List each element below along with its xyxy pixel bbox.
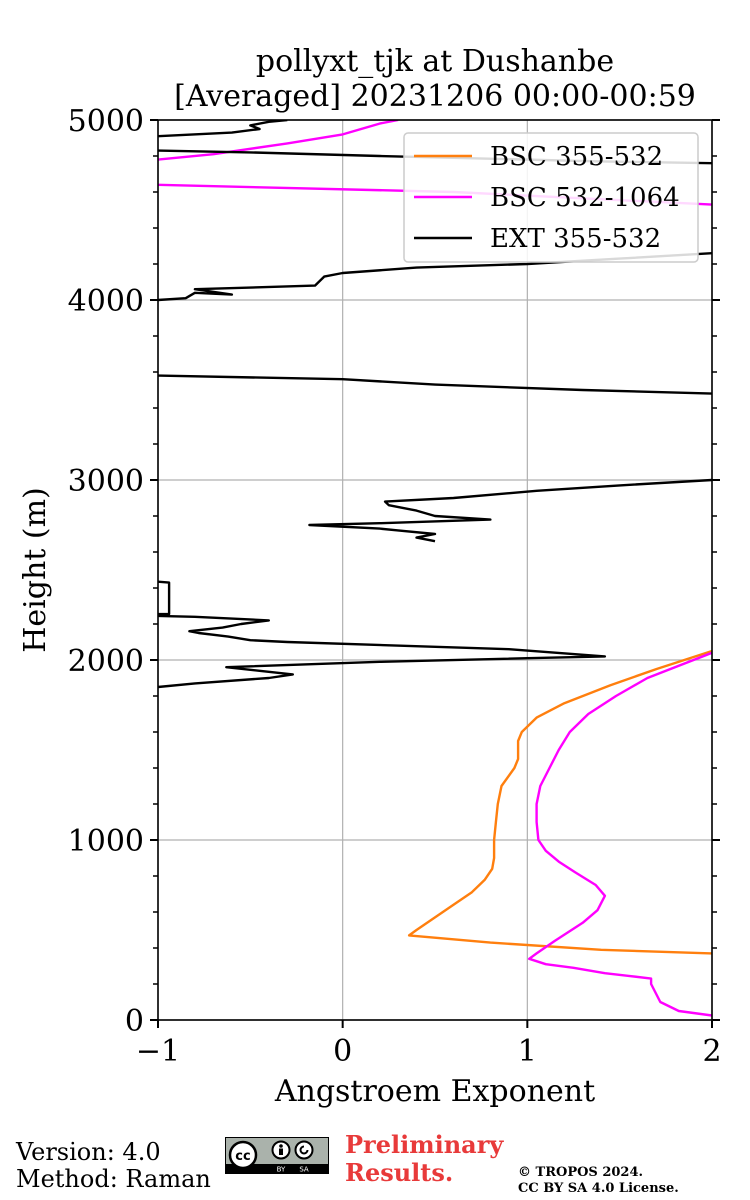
y-tick-label: 3000 bbox=[68, 464, 144, 499]
series-line-1 bbox=[528, 651, 712, 1017]
y-tick-label: 5000 bbox=[68, 104, 144, 139]
y-axis-label: Height (m) bbox=[18, 487, 53, 652]
series-line-2-seg-1 bbox=[158, 580, 171, 616]
cc-icon bbox=[228, 1140, 258, 1170]
cc-badge-by: BY bbox=[277, 1166, 286, 1174]
chart-subtitle: [Averaged] 20231206 00:00-00:59 bbox=[174, 79, 696, 114]
y-tick-label: 0 bbox=[125, 1004, 144, 1039]
cc-by-sa-badge: cc BY SA bbox=[225, 1137, 329, 1174]
method-text: Method: Raman bbox=[16, 1165, 211, 1193]
copyright-text: © TROPOS 2024. CC BY SA 4.0 License. bbox=[518, 1165, 679, 1197]
preliminary-results-text: Preliminary Results. bbox=[345, 1131, 503, 1187]
copyright-line-1: © TROPOS 2024. bbox=[518, 1165, 644, 1180]
x-tick-label: 0 bbox=[333, 1034, 352, 1069]
legend: BSC 355-532 BSC 532-1064 EXT 355-532 bbox=[403, 132, 699, 263]
sa-share-icon bbox=[294, 1140, 314, 1160]
version-text: Version: 4.0 bbox=[16, 1138, 161, 1166]
copyright-line-2: CC BY SA 4.0 License. bbox=[518, 1181, 679, 1196]
x-tick-label: −1 bbox=[136, 1034, 180, 1069]
series-line-2-seg-3 bbox=[158, 374, 712, 395]
legend-label: BSC 532-1064 bbox=[490, 183, 680, 213]
preliminary-line-2: Results. bbox=[345, 1158, 454, 1187]
series-line-2-seg-6 bbox=[158, 120, 288, 138]
y-tick-label: 1000 bbox=[68, 824, 144, 859]
legend-label: BSC 355-532 bbox=[490, 142, 663, 172]
plot-frame bbox=[157, 119, 713, 1021]
cc-badge-sa: SA bbox=[299, 1166, 309, 1174]
x-axis-label: Angstroem Exponent bbox=[274, 1074, 595, 1109]
series-line-2-seg-2 bbox=[308, 478, 712, 543]
y-tick-label: 4000 bbox=[68, 284, 144, 319]
legend-label: EXT 355-532 bbox=[490, 224, 661, 254]
chart-title: pollyxt_tjk at Dushanbe bbox=[256, 44, 614, 79]
series-line-0 bbox=[407, 649, 712, 955]
series-line-2-seg-0 bbox=[158, 614, 607, 689]
y-tick-label: 2000 bbox=[68, 644, 144, 679]
x-tick-label: 2 bbox=[702, 1034, 721, 1069]
cc-badge-main: cc bbox=[235, 1149, 250, 1164]
series-line-2-seg-4 bbox=[158, 252, 712, 302]
x-tick-label: 1 bbox=[518, 1034, 537, 1069]
preliminary-line-1: Preliminary bbox=[345, 1130, 504, 1159]
legend-box bbox=[403, 132, 699, 263]
